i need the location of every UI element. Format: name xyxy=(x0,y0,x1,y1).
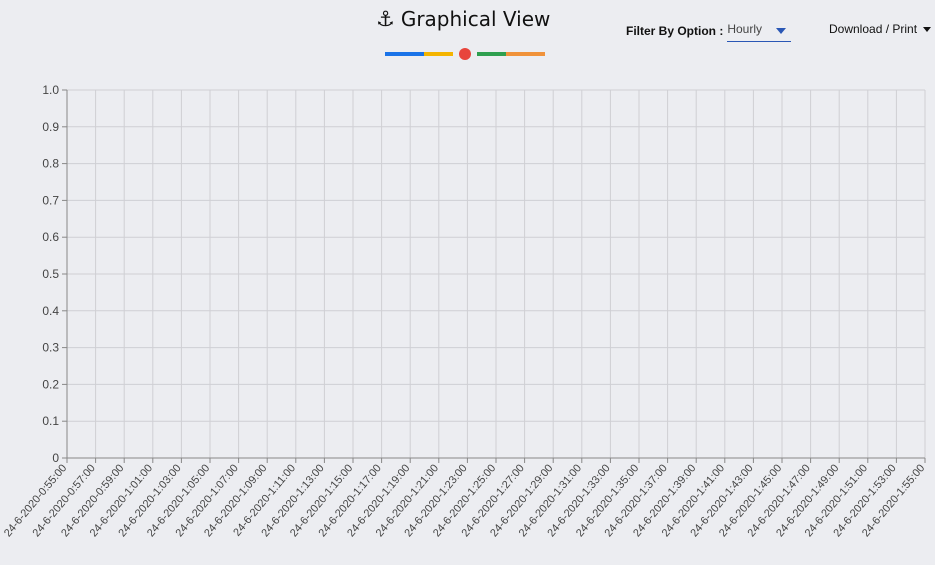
y-tick-label: 0.4 xyxy=(42,304,59,318)
download-print-label: Download / Print xyxy=(829,22,918,36)
legend-swatch-5[interactable] xyxy=(506,52,545,56)
download-print-menu[interactable]: Download / Print xyxy=(829,22,932,36)
filter-selected-value: Hourly xyxy=(727,21,763,36)
filter-label: Filter By Option : xyxy=(626,24,724,38)
legend-swatch-4[interactable] xyxy=(477,52,506,56)
y-tick-label: 0.6 xyxy=(42,230,59,244)
y-tick-label: 0.2 xyxy=(42,377,59,391)
legend-swatch-3[interactable] xyxy=(459,48,471,60)
y-tick-label: 0.9 xyxy=(42,120,59,134)
anchor-icon: ⚓ xyxy=(376,7,395,31)
filter-select[interactable]: Hourly xyxy=(727,21,792,42)
legend-swatch-2[interactable] xyxy=(424,52,453,56)
filter-control: Filter By Option : Hourly xyxy=(626,20,792,42)
y-tick-label: 0.8 xyxy=(42,157,59,171)
y-tick-label: 1.0 xyxy=(42,83,59,97)
y-tick-label: 0.3 xyxy=(42,341,59,355)
legend xyxy=(385,48,550,60)
y-tick-label: 0.5 xyxy=(42,267,59,281)
legend-swatch-1[interactable] xyxy=(385,52,424,56)
page-title-text: Graphical View xyxy=(400,7,551,31)
caret-down-icon xyxy=(923,26,932,32)
y-tick-label: 0 xyxy=(52,451,59,465)
chevron-down-icon xyxy=(776,27,787,34)
page-title: ⚓ Graphical View xyxy=(376,4,550,34)
y-tick-label: 0.7 xyxy=(42,193,59,207)
y-tick-label: 0.1 xyxy=(42,414,59,428)
